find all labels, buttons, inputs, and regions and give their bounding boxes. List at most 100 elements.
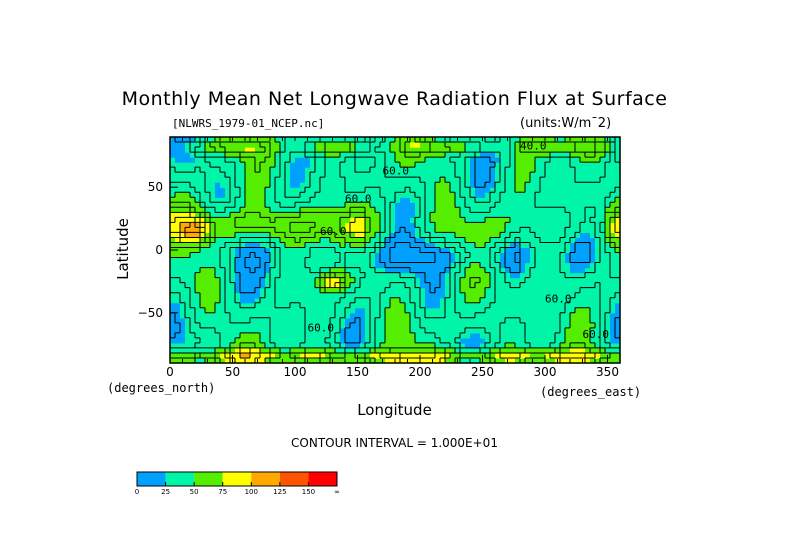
field-cell bbox=[590, 327, 596, 334]
field-cell bbox=[275, 322, 281, 329]
field-cell bbox=[330, 177, 336, 183]
field-cell bbox=[360, 247, 366, 254]
field-cell bbox=[515, 307, 521, 314]
field-cell bbox=[175, 167, 181, 173]
field-cell bbox=[340, 187, 346, 193]
field-cell bbox=[550, 327, 556, 334]
field-cell bbox=[320, 252, 326, 259]
field-cell bbox=[290, 347, 296, 354]
field-cell bbox=[615, 247, 621, 254]
field-cell bbox=[575, 257, 581, 264]
field-cell bbox=[230, 267, 236, 274]
field-cell bbox=[230, 147, 236, 153]
field-cell bbox=[535, 257, 541, 264]
field-cell bbox=[540, 327, 546, 334]
field-cell bbox=[585, 237, 591, 244]
field-cell bbox=[385, 157, 391, 163]
field-cell bbox=[375, 357, 381, 364]
field-cell bbox=[370, 307, 376, 314]
field-cell bbox=[340, 302, 346, 309]
field-cell bbox=[230, 247, 236, 254]
field-cell bbox=[610, 207, 616, 213]
field-cell bbox=[390, 347, 396, 354]
field-cell bbox=[560, 192, 566, 198]
field-cell bbox=[445, 262, 451, 269]
field-cell bbox=[275, 272, 281, 279]
field-cell bbox=[380, 167, 386, 173]
field-cell bbox=[175, 192, 181, 198]
field-cell bbox=[525, 202, 531, 208]
field-cell bbox=[515, 142, 521, 148]
field-cell bbox=[270, 312, 276, 319]
contour-label: 60.0 bbox=[383, 165, 410, 178]
field-cell bbox=[615, 182, 621, 188]
field-cell bbox=[445, 217, 451, 223]
field-cell bbox=[200, 237, 206, 244]
field-cell bbox=[515, 247, 521, 254]
field-cell bbox=[340, 197, 346, 203]
field-cell bbox=[505, 147, 511, 153]
field-cell bbox=[345, 142, 351, 148]
field-cell bbox=[590, 172, 596, 178]
field-cell bbox=[175, 152, 181, 158]
field-cell bbox=[260, 187, 266, 193]
field-cell bbox=[475, 142, 481, 148]
field-cell bbox=[195, 182, 201, 188]
field-cell bbox=[260, 267, 266, 274]
field-cell bbox=[360, 277, 366, 284]
field-cell bbox=[300, 352, 306, 359]
field-cell bbox=[320, 242, 326, 249]
field-cell bbox=[175, 267, 181, 274]
field-cell bbox=[210, 137, 216, 143]
field-cell bbox=[525, 182, 531, 188]
field-cell bbox=[220, 217, 226, 223]
field-cell bbox=[545, 252, 551, 259]
field-cell bbox=[510, 152, 516, 158]
field-cell bbox=[480, 292, 486, 299]
field-cell bbox=[230, 342, 236, 349]
field-cell bbox=[400, 322, 406, 329]
field-cell bbox=[340, 287, 346, 294]
field-cell bbox=[440, 247, 446, 254]
field-cell bbox=[250, 317, 256, 324]
field-cell bbox=[485, 277, 491, 284]
field-cell bbox=[610, 187, 616, 193]
field-cell bbox=[370, 357, 376, 364]
field-cell bbox=[355, 262, 361, 269]
field-cell bbox=[375, 342, 381, 349]
field-cell bbox=[330, 147, 336, 153]
field-cell bbox=[470, 227, 476, 234]
field-cell bbox=[290, 267, 296, 274]
field-cell bbox=[490, 197, 496, 203]
field-cell bbox=[330, 232, 336, 239]
field-cell bbox=[390, 307, 396, 314]
field-cell bbox=[220, 212, 226, 218]
field-cell bbox=[490, 317, 496, 324]
field-cell bbox=[370, 327, 376, 334]
field-cell bbox=[320, 177, 326, 183]
field-cell bbox=[585, 227, 591, 234]
field-cell bbox=[555, 282, 561, 289]
field-cell bbox=[185, 182, 191, 188]
field-cell bbox=[565, 232, 571, 239]
field-cell bbox=[350, 182, 356, 188]
field-cell bbox=[285, 142, 291, 148]
field-cell bbox=[185, 262, 191, 269]
field-cell bbox=[465, 297, 471, 304]
field-cell bbox=[235, 302, 241, 309]
field-cell bbox=[505, 232, 511, 239]
field-cell bbox=[510, 302, 516, 309]
field-cell bbox=[320, 302, 326, 309]
field-cell bbox=[455, 307, 461, 314]
field-cell bbox=[580, 277, 586, 284]
field-cell bbox=[325, 217, 331, 223]
field-cell bbox=[540, 177, 546, 183]
field-cell bbox=[200, 192, 206, 198]
field-cell bbox=[430, 337, 436, 344]
colorbar-frame bbox=[136, 471, 338, 487]
field-cell bbox=[410, 357, 416, 364]
field-cell bbox=[425, 207, 431, 213]
field-cell bbox=[250, 277, 256, 284]
field-cell bbox=[530, 147, 536, 153]
field-cell bbox=[520, 302, 526, 309]
